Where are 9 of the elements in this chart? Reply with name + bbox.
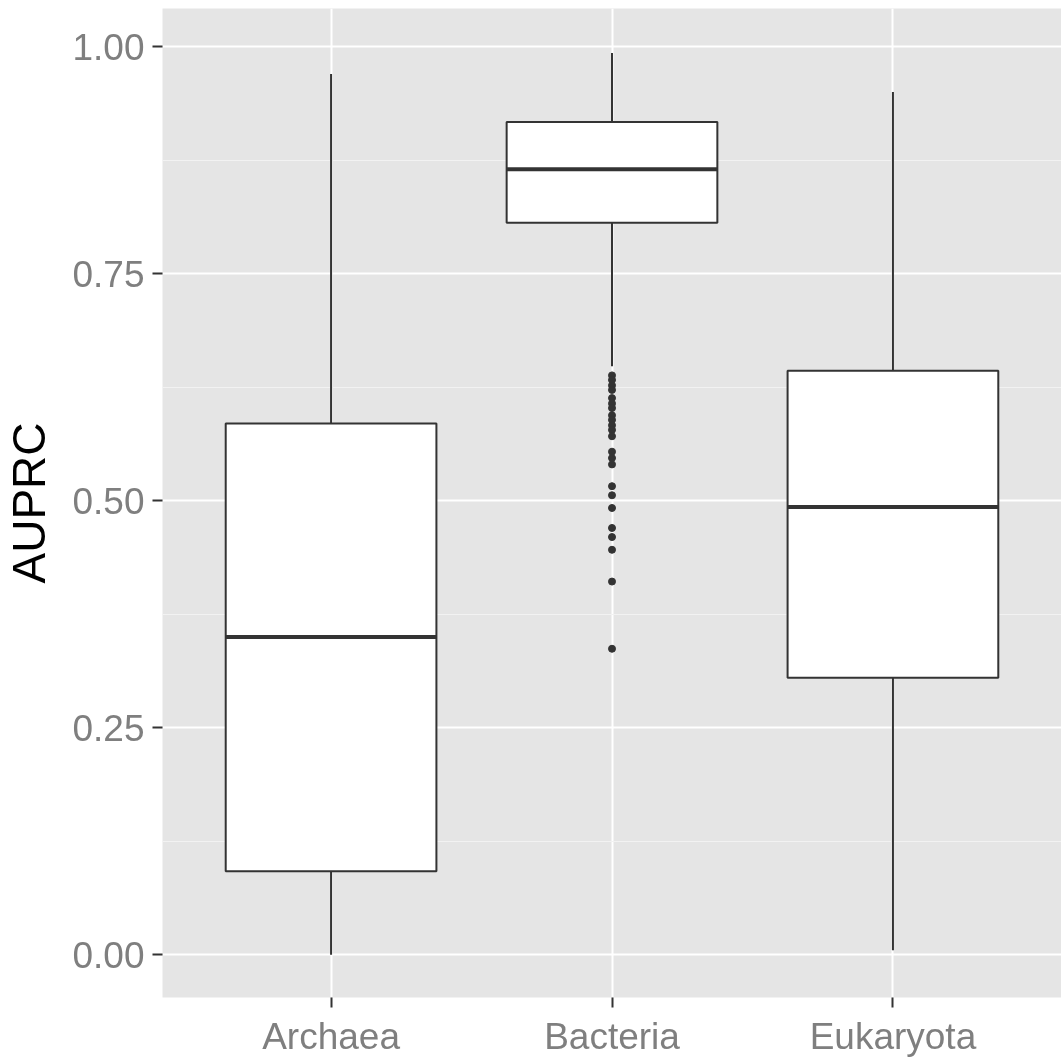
y-tick-label: 0.75 [72, 253, 145, 295]
x-tick-label: Archaea [262, 1015, 401, 1057]
y-tick-label: 0.00 [72, 934, 145, 976]
x-tick-label: Bacteria [544, 1015, 681, 1057]
x-tick-label: Eukaryota [809, 1015, 977, 1057]
y-tick-label: 1.00 [72, 26, 145, 68]
y-tick-label: 0.25 [72, 707, 145, 749]
y-tick-label: 0.50 [72, 480, 145, 522]
y-axis-title: AUPRC [3, 422, 56, 584]
